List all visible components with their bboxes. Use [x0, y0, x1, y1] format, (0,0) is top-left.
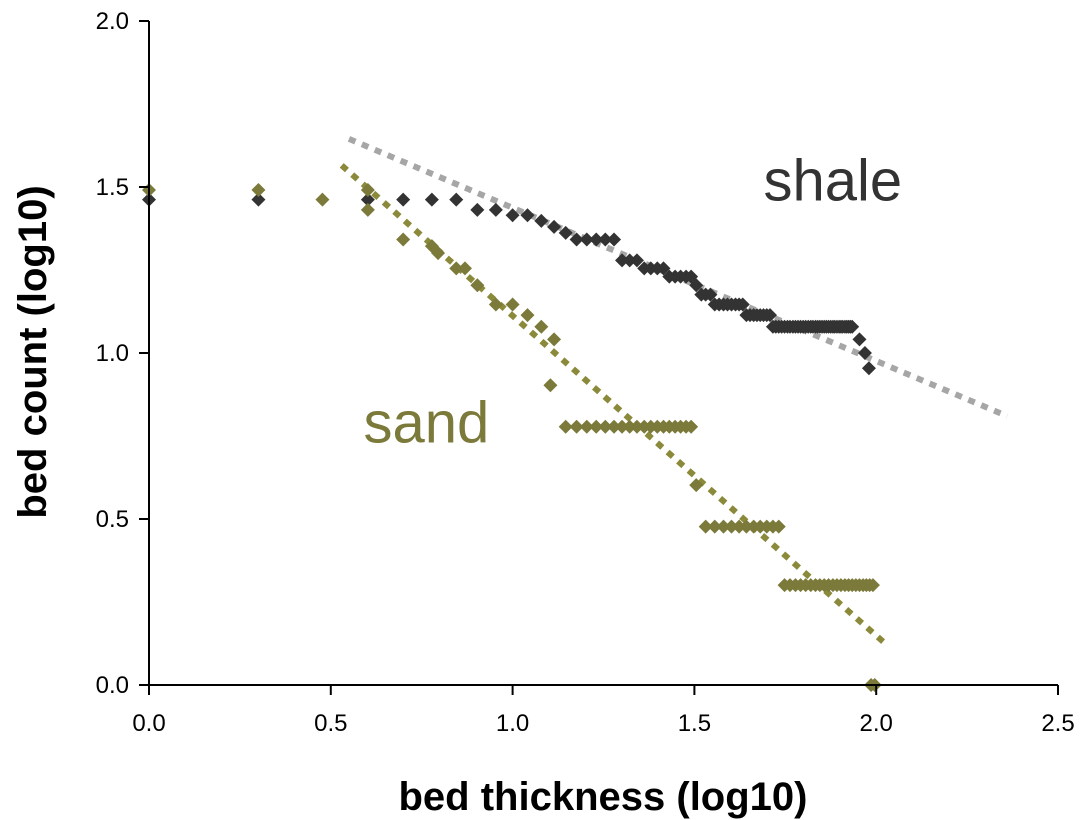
- axes: [148, 21, 1058, 686]
- shale-point: [569, 232, 584, 247]
- sand-point: [431, 246, 446, 261]
- shale-point: [251, 192, 266, 207]
- shale-point: [607, 232, 622, 247]
- sand-point: [449, 261, 464, 276]
- sand-point: [534, 319, 549, 334]
- sand-point: [360, 202, 375, 217]
- sand-point: [457, 261, 472, 276]
- sand-point: [547, 332, 562, 347]
- trendline-layer: [339, 136, 1009, 648]
- shale-point: [470, 202, 485, 217]
- sand-point: [543, 378, 558, 393]
- sand-point: [689, 478, 704, 493]
- shale-point: [579, 232, 594, 247]
- shale-point: [424, 192, 439, 207]
- shale-point: [857, 346, 872, 360]
- sand-point: [251, 182, 266, 197]
- shale-point: [558, 225, 573, 240]
- sand-point: [707, 519, 722, 534]
- tick-layer: 0.0 0.5 1.0 1.5 2.0 2.5 0.0 0.5 1.0 1.5 2.0: [96, 8, 1075, 737]
- shale-point: [547, 219, 562, 234]
- annotation-layer: shale sand: [364, 148, 903, 455]
- shale-point: [622, 253, 637, 268]
- y-tick-label: 2.0: [96, 8, 129, 35]
- shale-point: [845, 319, 860, 334]
- y-tick-label: 1.5: [96, 174, 129, 201]
- shale-point: [534, 213, 549, 228]
- shale-point: [615, 253, 630, 268]
- x-tick-label: 1.5: [678, 710, 711, 737]
- sand-point: [865, 578, 880, 593]
- shale-point: [656, 261, 671, 276]
- shale-point: [449, 192, 464, 207]
- sand-point: [698, 519, 713, 534]
- sand-point: [520, 308, 535, 323]
- x-tick-label: 0.0: [132, 710, 165, 737]
- sand-point: [589, 419, 604, 434]
- sand-point: [716, 519, 731, 534]
- shale-point: [861, 361, 876, 376]
- shale-annotation: shale: [763, 148, 902, 213]
- shale-point: [396, 192, 411, 207]
- x-tick-label: 1.0: [496, 710, 529, 737]
- shale-point: [703, 287, 718, 302]
- sand-annotation: sand: [364, 391, 490, 456]
- shale-point: [735, 297, 750, 312]
- y-tick-label: 1.0: [96, 340, 129, 367]
- sand-point: [396, 232, 411, 247]
- sand-point: [579, 419, 594, 434]
- sand-trendline: [339, 163, 890, 648]
- y-axis-title: bed count (log10): [11, 185, 55, 518]
- sand-point: [739, 519, 754, 534]
- shale-point: [629, 253, 644, 268]
- sand-point: [598, 419, 613, 434]
- shale-point: [360, 192, 375, 207]
- shale-point: [598, 232, 613, 247]
- sand-point: [488, 297, 503, 312]
- sand-point: [315, 192, 330, 207]
- y-tick-label: 0.0: [96, 672, 129, 699]
- sand-point: [558, 419, 573, 434]
- sand-point: [724, 519, 739, 534]
- sand-point: [505, 297, 520, 312]
- shale-point: [488, 202, 503, 217]
- shale-point: [505, 208, 520, 223]
- x-tick-label: 2.5: [1041, 710, 1074, 737]
- sand-point: [615, 419, 630, 434]
- shale-point: [689, 278, 704, 293]
- shale-point: [520, 208, 535, 223]
- sand-point: [569, 419, 584, 434]
- sand-point: [607, 419, 622, 434]
- shale-point: [589, 232, 604, 247]
- sand-point: [732, 519, 747, 534]
- x-axis-title: bed thickness (log10): [399, 775, 808, 819]
- shale-point: [763, 308, 778, 323]
- y-tick-label: 0.5: [96, 506, 129, 533]
- sand-point: [360, 182, 375, 197]
- sand-point: [684, 419, 699, 434]
- shale-point: [852, 332, 867, 347]
- x-tick-label: 2.0: [860, 710, 893, 737]
- sand-point: [629, 419, 644, 434]
- sand-point: [771, 519, 786, 534]
- sand-point: [470, 278, 485, 293]
- marker-layer: [142, 182, 882, 692]
- x-tick-label: 0.5: [314, 710, 347, 737]
- sand-point: [622, 419, 637, 434]
